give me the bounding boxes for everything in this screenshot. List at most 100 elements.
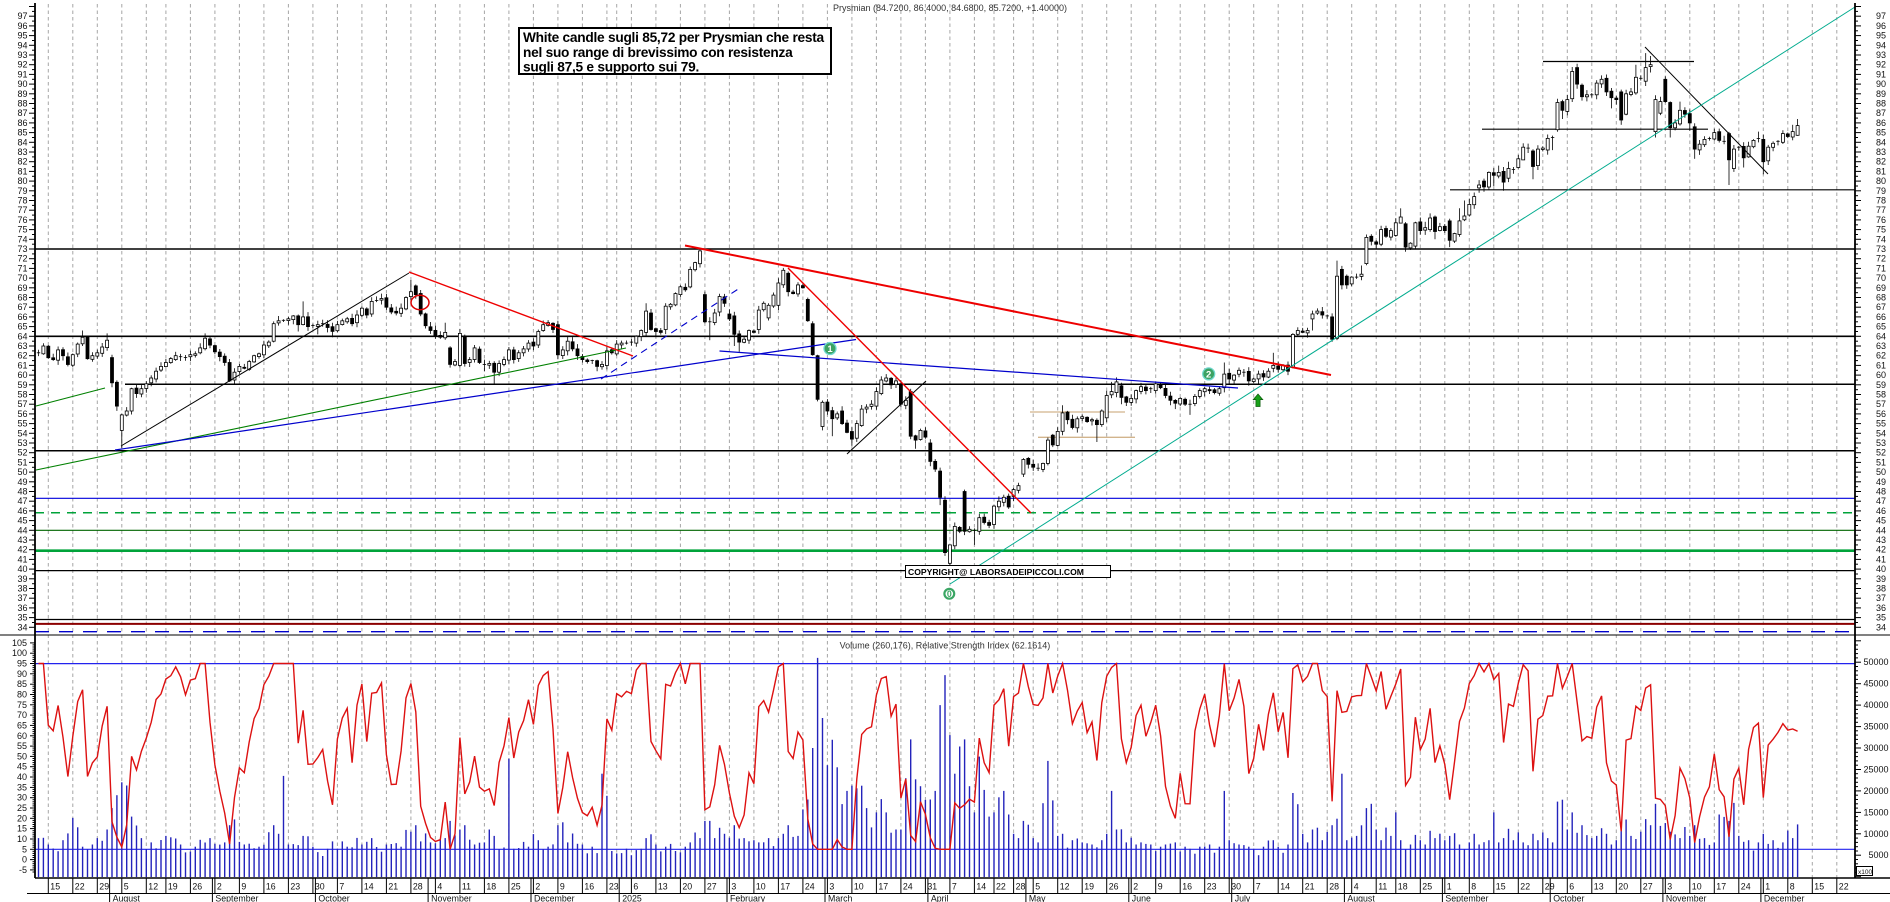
svg-text:White candle sugli 85,72 per P: White candle sugli 85,72 per Prysmian ch… [523, 30, 825, 45]
svg-text:4: 4 [437, 882, 442, 892]
svg-text:10: 10 [854, 882, 864, 892]
svg-text:24: 24 [1741, 882, 1751, 892]
svg-text:22: 22 [1520, 882, 1530, 892]
svg-text:30: 30 [1231, 882, 1241, 892]
svg-text:73: 73 [17, 244, 27, 254]
svg-text:2: 2 [535, 882, 540, 892]
svg-text:69: 69 [1876, 283, 1886, 293]
svg-text:76: 76 [17, 215, 27, 225]
svg-text:August: August [113, 894, 141, 902]
svg-text:April: April [931, 894, 949, 902]
svg-text:70: 70 [17, 273, 27, 283]
svg-text:44: 44 [1876, 525, 1886, 535]
svg-text:62: 62 [1876, 351, 1886, 361]
svg-text:2025: 2025 [622, 894, 642, 902]
svg-text:65: 65 [17, 322, 27, 332]
svg-text:86: 86 [1876, 118, 1886, 128]
svg-text:44: 44 [17, 525, 27, 535]
svg-text:25: 25 [511, 882, 521, 892]
svg-text:September: September [215, 894, 258, 902]
svg-text:58: 58 [1876, 390, 1886, 400]
svg-text:49: 49 [1876, 477, 1886, 487]
svg-text:89: 89 [1876, 89, 1886, 99]
svg-text:75: 75 [17, 700, 27, 710]
svg-text:14: 14 [976, 882, 986, 892]
svg-text:21: 21 [388, 882, 398, 892]
svg-text:75: 75 [17, 225, 27, 235]
svg-text:20: 20 [17, 813, 27, 823]
svg-text:June: June [1132, 894, 1151, 902]
svg-text:72: 72 [17, 254, 27, 264]
svg-text:1: 1 [1765, 882, 1770, 892]
svg-text:52: 52 [17, 448, 27, 458]
svg-text:12: 12 [148, 882, 158, 892]
svg-text:27: 27 [1643, 882, 1653, 892]
svg-text:10: 10 [1692, 882, 1702, 892]
svg-text:85: 85 [17, 679, 27, 689]
svg-text:50: 50 [17, 751, 27, 761]
svg-text:35: 35 [1876, 613, 1886, 623]
svg-text:8: 8 [1471, 882, 1476, 892]
svg-text:95: 95 [1876, 31, 1886, 41]
svg-text:47: 47 [1876, 496, 1886, 506]
svg-text:15: 15 [1496, 882, 1506, 892]
svg-text:22: 22 [996, 882, 1006, 892]
svg-text:61: 61 [17, 360, 27, 370]
svg-text:93: 93 [17, 50, 27, 60]
svg-text:18: 18 [486, 882, 496, 892]
svg-text:0: 0 [947, 589, 952, 599]
svg-text:14: 14 [364, 882, 374, 892]
svg-text:6: 6 [633, 882, 638, 892]
svg-text:54: 54 [1876, 428, 1886, 438]
svg-text:sugli 87,5 e supporto sui 79.: sugli 87,5 e supporto sui 79. [523, 60, 699, 75]
svg-text:51: 51 [1876, 457, 1886, 467]
svg-text:-5: -5 [19, 865, 27, 875]
svg-text:23: 23 [1207, 882, 1217, 892]
svg-text:64: 64 [1876, 331, 1886, 341]
svg-text:35: 35 [17, 782, 27, 792]
svg-text:26: 26 [1109, 882, 1119, 892]
svg-text:61: 61 [1876, 360, 1886, 370]
svg-text:67: 67 [1876, 302, 1886, 312]
svg-text:35: 35 [17, 613, 27, 623]
svg-text:25: 25 [17, 803, 27, 813]
svg-text:48: 48 [1876, 487, 1886, 497]
svg-text:94: 94 [1876, 40, 1886, 50]
svg-text:5: 5 [124, 882, 129, 892]
svg-text:52: 52 [1876, 448, 1886, 458]
svg-text:51: 51 [17, 457, 27, 467]
svg-text:31: 31 [927, 882, 937, 892]
svg-text:7: 7 [339, 882, 344, 892]
svg-text:30: 30 [315, 882, 325, 892]
svg-text:34: 34 [1876, 622, 1886, 632]
svg-text:October: October [1553, 894, 1584, 902]
svg-text:97: 97 [1876, 11, 1886, 21]
svg-text:39: 39 [1876, 574, 1886, 584]
svg-text:80: 80 [17, 176, 27, 186]
svg-text:nel suo range di brevissimo co: nel suo range di brevissimo con resisten… [523, 45, 793, 60]
svg-text:40: 40 [1876, 564, 1886, 574]
svg-text:35000: 35000 [1863, 722, 1888, 732]
svg-text:December: December [1764, 894, 1805, 902]
svg-text:5: 5 [1035, 882, 1040, 892]
svg-text:50000: 50000 [1863, 657, 1888, 667]
svg-text:22: 22 [1839, 882, 1849, 892]
svg-text:0: 0 [22, 855, 27, 865]
svg-text:54: 54 [17, 428, 27, 438]
svg-text:45: 45 [17, 516, 27, 526]
svg-text:45000: 45000 [1863, 679, 1888, 689]
svg-text:56: 56 [1876, 409, 1886, 419]
svg-text:5000: 5000 [1868, 850, 1888, 860]
svg-text:53: 53 [1876, 438, 1886, 448]
svg-text:16: 16 [266, 882, 276, 892]
svg-text:48: 48 [17, 487, 27, 497]
svg-text:95: 95 [17, 31, 27, 41]
svg-text:57: 57 [17, 399, 27, 409]
svg-text:13: 13 [1594, 882, 1604, 892]
svg-text:40000: 40000 [1863, 700, 1888, 710]
svg-text:5: 5 [22, 844, 27, 854]
svg-text:46: 46 [17, 506, 27, 516]
svg-text:March: March [828, 894, 853, 902]
svg-text:84: 84 [17, 137, 27, 147]
svg-text:7: 7 [952, 882, 957, 892]
